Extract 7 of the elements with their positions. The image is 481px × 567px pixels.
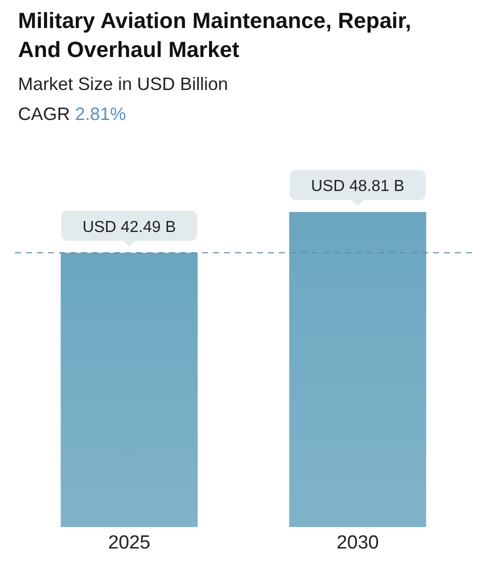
data-label: USD 48.81 B — [311, 178, 404, 195]
data-label: USD 42.49 B — [82, 218, 176, 236]
x-tick-label: 2025 — [108, 532, 150, 554]
chart-title: Military Aviation Maintenance, Repair, And Overhaul Market — [18, 7, 412, 64]
text: CAGR 2.81% — [18, 104, 126, 125]
chart-subtitle: Market Size in USD Billion — [18, 74, 228, 95]
x-tick-label: 2030 — [336, 532, 379, 554]
